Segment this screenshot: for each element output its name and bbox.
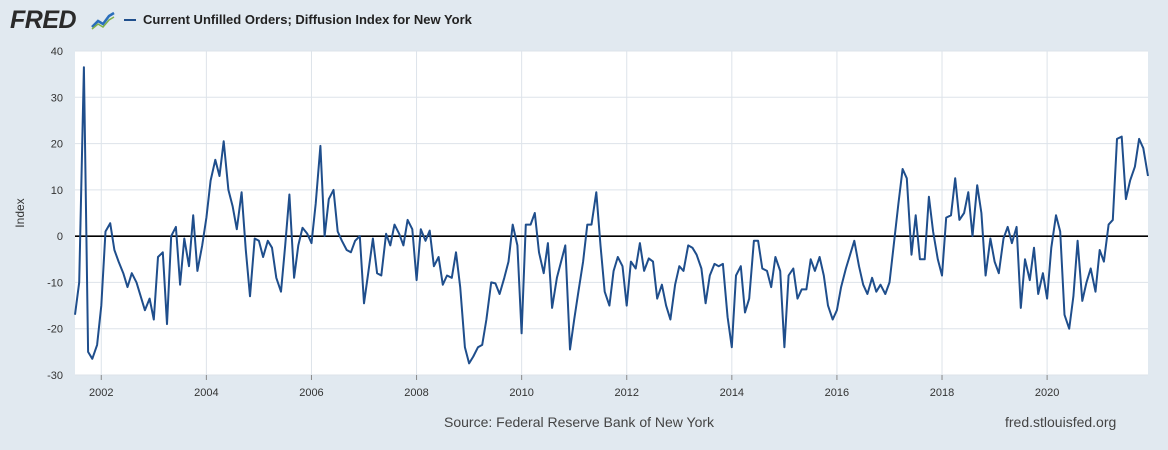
x-tick-label: 2010 [509,387,533,399]
y-tick-label: 20 [51,139,63,151]
x-tick-label: 2002 [89,387,113,399]
plot-area [75,51,1148,375]
chart-line-icon [90,9,116,31]
legend-label: Current Unfilled Orders; Diffusion Index… [143,12,472,27]
x-tick-label: 2004 [194,387,218,399]
x-tick-label: 2012 [614,387,638,399]
fred-logo[interactable]: FRED [10,6,77,34]
series-line [74,66,1149,365]
y-tick-label: 40 [51,46,63,58]
source-note: Source: Federal Reserve Bank of New York [444,414,715,430]
y-tick-label: 0 [57,231,63,243]
y-tick-label: -10 [47,277,63,289]
y-tick-label: 10 [51,185,63,197]
x-tick-label: 2018 [930,387,954,399]
chart-header: FRED Current Unfilled Orders; Diffusion … [0,0,1168,40]
x-tick-label: 2006 [299,387,323,399]
y-tick-label: -20 [47,324,63,336]
y-axis-label: Index [13,198,27,227]
x-tick-label: 2020 [1035,387,1059,399]
x-tick-label: 2016 [825,387,849,399]
legend-swatch [124,18,136,21]
y-tick-label: 30 [51,92,63,104]
x-tick-label: 2008 [404,387,428,399]
source-url[interactable]: fred.stlouisfed.org [1005,414,1117,430]
y-tick-label: -30 [47,370,63,382]
x-tick-label: 2014 [720,387,744,399]
chart-legend[interactable]: Current Unfilled Orders; Diffusion Index… [124,12,472,27]
